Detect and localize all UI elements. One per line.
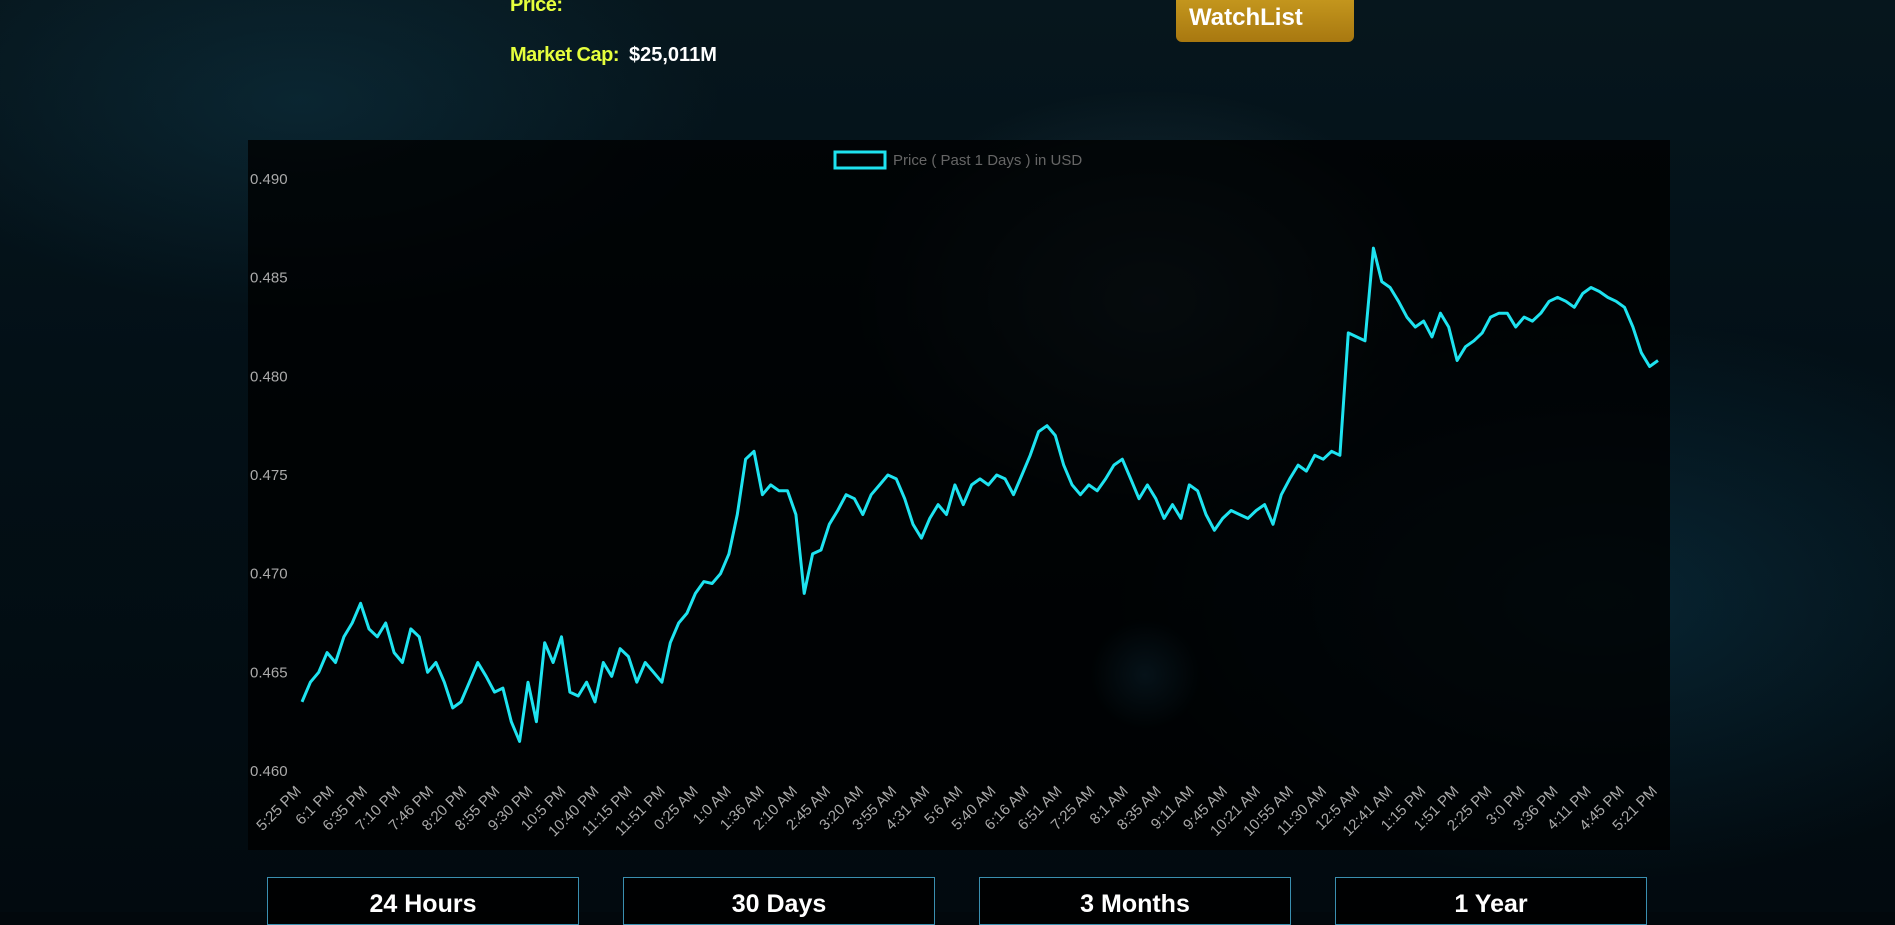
chart-legend: Price ( Past 1 Days ) in USD xyxy=(833,150,1082,170)
y-tick-label: 0.470 xyxy=(250,566,288,583)
price-label: Price: xyxy=(510,0,563,16)
y-axis: 0.490 0.485 0.480 0.475 0.470 0.465 0.460 xyxy=(250,171,288,780)
legend-label: Price ( Past 1 Days ) in USD xyxy=(893,152,1082,169)
range-button-30-days[interactable]: 30 Days xyxy=(623,877,935,925)
y-tick-label: 0.480 xyxy=(250,368,288,385)
market-cap-value: $25,011M xyxy=(629,44,717,66)
price-series-line xyxy=(300,246,1659,743)
legend-swatch xyxy=(833,150,887,170)
y-tick-label: 0.465 xyxy=(250,664,288,681)
range-button-1-year[interactable]: 1 Year xyxy=(1335,877,1647,925)
range-button-24-hours[interactable]: 24 Hours xyxy=(267,877,579,925)
y-tick-label: 0.490 xyxy=(250,171,288,188)
x-tick-label: 5:25 PM xyxy=(253,783,305,835)
market-cap-label: Market Cap: xyxy=(510,44,619,66)
range-button-3-months[interactable]: 3 Months xyxy=(979,877,1291,925)
y-tick-label: 0.475 xyxy=(250,467,288,484)
y-tick-label: 0.485 xyxy=(250,270,288,287)
watchlist-button[interactable]: WatchList xyxy=(1176,0,1354,42)
x-axis: 5:25 PM6:1 PM6:35 PM7:10 PM7:46 PM8:20 P… xyxy=(253,783,1661,840)
y-tick-label: 0.460 xyxy=(250,763,288,780)
